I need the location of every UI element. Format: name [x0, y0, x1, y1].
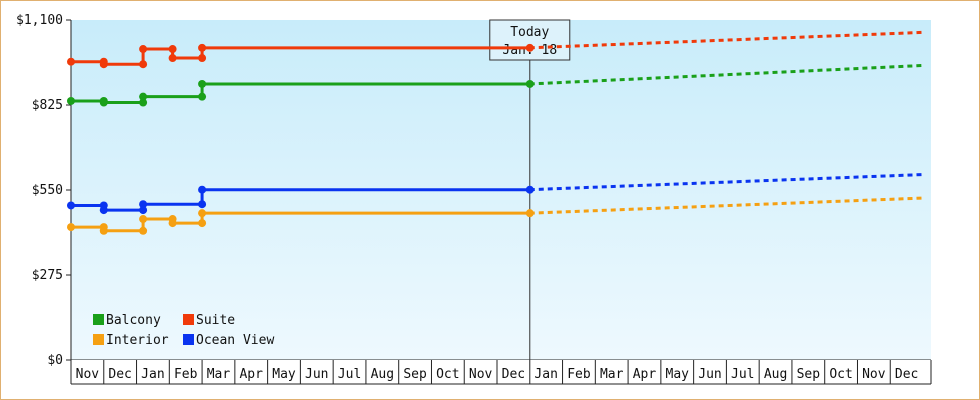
ocean-view-point [67, 201, 75, 210]
interior-point [139, 215, 148, 224]
today-label: Today [510, 25, 549, 40]
legend-label-balcony: Balcony [106, 313, 161, 328]
suite-point [139, 60, 148, 69]
ocean-view-point [525, 185, 534, 194]
y-tick-label: $1,100 [16, 13, 63, 28]
month-label: Jun [305, 367, 328, 382]
ocean-view-projected-line [529, 173, 924, 192]
month-label: Jul [731, 367, 754, 382]
y-tick-label: $825 [32, 98, 63, 113]
ocean-view-point [99, 206, 108, 215]
balcony-point [139, 92, 148, 101]
balcony-point [67, 96, 75, 105]
y-tick-label: $550 [32, 183, 63, 198]
suite-projected-line [529, 30, 924, 50]
interior-point [99, 226, 108, 235]
interior-projected-line [529, 196, 924, 215]
month-label: Mar [207, 367, 231, 382]
month-label: Feb [567, 367, 591, 382]
balcony-point [198, 92, 207, 101]
interior-point [198, 219, 207, 228]
month-label: Feb [174, 367, 198, 382]
interior-point [67, 223, 75, 232]
interior-point [525, 209, 534, 218]
balcony-projected-line [529, 63, 924, 86]
month-label: Oct [436, 367, 459, 382]
balcony-point [198, 79, 207, 88]
x-axis-months: Nov Dec Jan Feb Mar Apr May Jun Jul Aug Sep Oct Nov D… [70, 360, 932, 385]
ocean-view-point [198, 185, 207, 194]
legend-label-interior: Interior [106, 333, 169, 348]
suite-point [198, 54, 207, 63]
legend-swatch-balcony [93, 314, 104, 325]
ocean-view-point [139, 200, 148, 209]
month-label: Jan [141, 367, 164, 382]
month-label: Jul [338, 367, 361, 382]
suite-point [99, 60, 108, 69]
month-label: Sep [797, 367, 821, 382]
month-label: Aug [764, 367, 787, 382]
suite-point [67, 57, 75, 66]
ocean-view-point [139, 206, 148, 215]
month-label: Sep [403, 367, 427, 382]
suite-point [198, 43, 207, 52]
month-label: Aug [371, 367, 394, 382]
interior-point [168, 219, 177, 228]
month-label: Nov [76, 367, 100, 382]
month-label: Mar [600, 367, 624, 382]
y-tick-label: $275 [32, 268, 63, 283]
month-label: Dec [108, 367, 131, 382]
month-row-bg [71, 360, 931, 384]
interior-point [139, 226, 148, 235]
y-tick-label: $0 [47, 353, 63, 368]
month-label: Jun [698, 367, 721, 382]
balcony-point [99, 98, 108, 107]
legend: Balcony Suite Interior Ocean View [93, 313, 274, 348]
suite-point [168, 45, 177, 54]
legend-swatch-suite [183, 314, 194, 325]
suite-point [139, 45, 148, 54]
month-label: Dec [895, 367, 918, 382]
month-label: Apr [633, 367, 657, 382]
interior-point [198, 209, 207, 218]
ocean-view-point [198, 200, 207, 209]
month-label: May [272, 367, 296, 382]
month-label: Jan [534, 367, 557, 382]
month-label: Nov [862, 367, 886, 382]
suite-point [525, 43, 534, 52]
balcony-point [525, 79, 534, 88]
month-label: May [666, 367, 690, 382]
series-lines [67, 30, 924, 235]
month-label: Oct [829, 367, 852, 382]
legend-label-suite: Suite [196, 313, 235, 328]
y-axis-ticks: $0 $275 $550 $825 $1,100 [16, 13, 71, 368]
legend-swatch-interior [93, 334, 104, 345]
legend-label-ocean-view: Ocean View [196, 333, 274, 348]
legend-swatch-ocean-view [183, 334, 194, 345]
balcony-point [139, 98, 148, 107]
month-label: Apr [239, 367, 263, 382]
month-label: Nov [469, 367, 493, 382]
suite-point [168, 54, 177, 63]
today-box [489, 19, 571, 61]
month-label: Dec [502, 367, 525, 382]
